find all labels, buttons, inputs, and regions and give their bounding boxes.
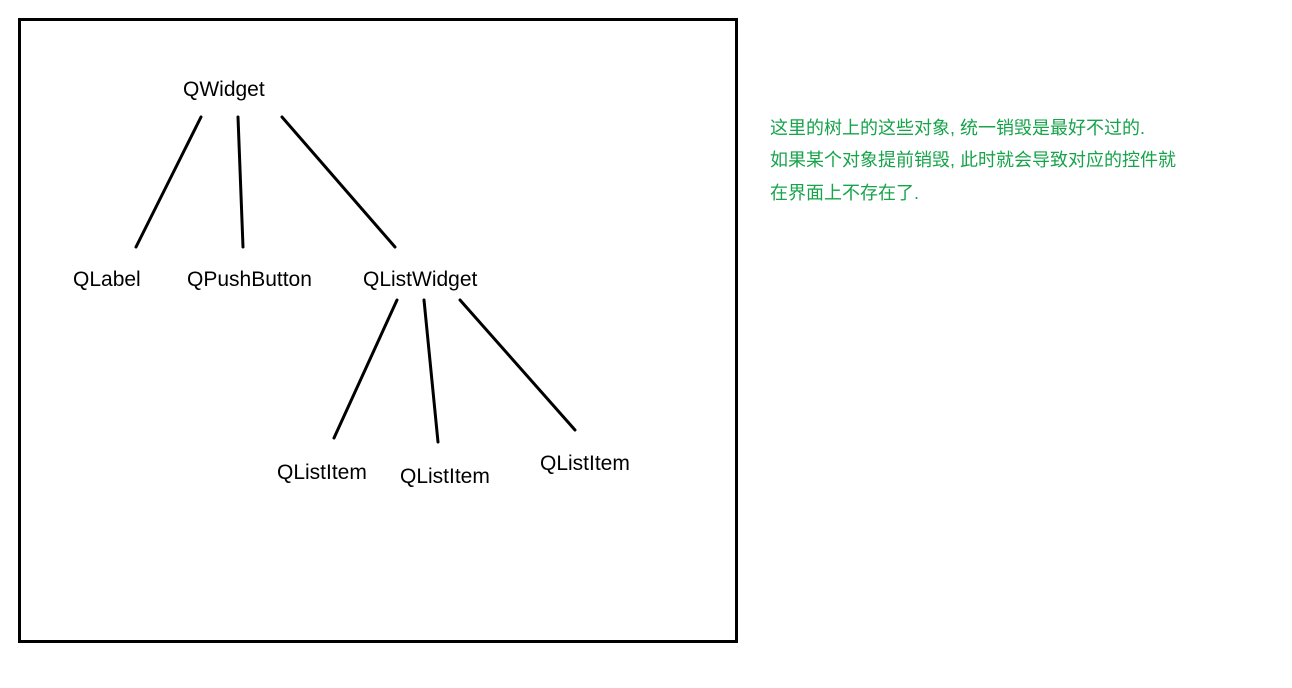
annotation-text: 这里的树上的这些对象, 统一销毁是最好不过的.如果某个对象提前销毁, 此时就会导… xyxy=(770,112,1176,209)
annotation-line-0: 这里的树上的这些对象, 统一销毁是最好不过的. xyxy=(770,112,1176,144)
tree-node-item2: QListItem xyxy=(400,465,490,489)
tree-node-label: QLabel xyxy=(73,268,141,292)
tree-edges xyxy=(0,0,1292,688)
annotation-line-2: 在界面上不存在了. xyxy=(770,177,1176,209)
tree-node-list: QListWidget xyxy=(363,268,477,292)
tree-node-button: QPushButton xyxy=(187,268,312,292)
tree-node-item1: QListItem xyxy=(277,461,367,485)
tree-node-item3: QListItem xyxy=(540,452,630,476)
tree-node-root: QWidget xyxy=(183,78,265,102)
annotation-line-1: 如果某个对象提前销毁, 此时就会导致对应的控件就 xyxy=(770,144,1176,176)
